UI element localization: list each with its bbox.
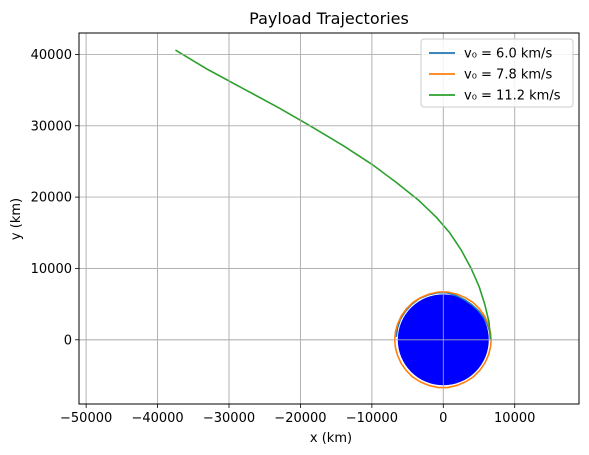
- y-tick-label: 10000: [31, 262, 72, 277]
- y-tick-label: 30000: [31, 119, 72, 134]
- x-tick-label: −10000: [346, 411, 398, 426]
- series-layer: [79, 33, 579, 404]
- y-axis-label: y (km): [9, 198, 24, 240]
- legend-label-1: v₀ = 7.8 km/s: [464, 68, 552, 83]
- legend-label-0: v₀ = 6.0 km/s: [464, 47, 552, 62]
- x-tick-label: −20000: [274, 411, 326, 426]
- plot-frame: [78, 32, 580, 405]
- chart-title: Payload Trajectories: [249, 9, 409, 28]
- x-tick-label: −50000: [60, 411, 112, 426]
- x-tick-label: −40000: [131, 411, 183, 426]
- y-tick-label: 40000: [31, 48, 72, 63]
- x-axis-label: x (km): [310, 431, 352, 446]
- series-line-2: [175, 49, 492, 340]
- y-tick-label: 20000: [31, 191, 72, 206]
- legend: v₀ = 6.0 km/s v₀ = 7.8 km/s v₀ = 11.2 km/s: [420, 38, 574, 108]
- grid-overlay: [79, 33, 579, 404]
- legend-label-2: v₀ = 11.2 km/s: [464, 89, 561, 104]
- legend-box: [420, 38, 574, 108]
- x-tick-label: 0: [439, 411, 447, 426]
- ticks: −50000 −40000 −30000 −20000 −10000 0 10000 0 100…: [31, 48, 536, 426]
- x-tick-label: −30000: [203, 411, 255, 426]
- y-tick-label: 0: [64, 333, 72, 348]
- x-tick-label: 10000: [494, 411, 535, 426]
